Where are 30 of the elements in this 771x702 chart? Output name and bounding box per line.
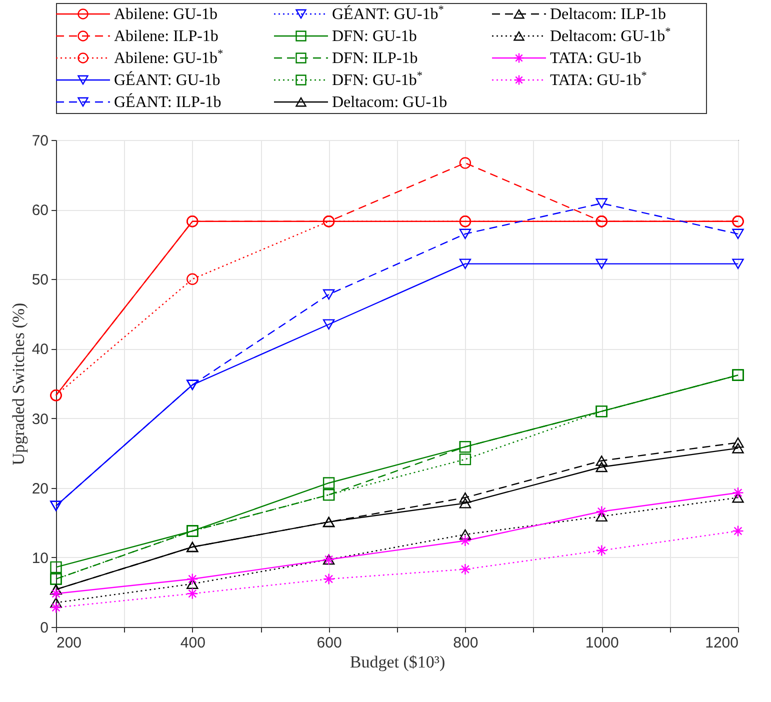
x-tick-label: 200 — [56, 634, 82, 652]
y-tick-label: 10 — [32, 550, 48, 567]
x-axis-title: Budget ($10³) — [350, 652, 446, 672]
y-tick-label: 40 — [32, 341, 48, 358]
y-axis-title: Upgraded Switches (%) — [8, 302, 28, 466]
y-tick-label: 0 — [40, 620, 48, 636]
y-tick-label: 50 — [32, 272, 48, 289]
legend-label: TATA: GU-1b — [550, 50, 642, 67]
legend-label: Deltacom: GU-1b — [332, 94, 448, 111]
x-tick-label: 600 — [316, 634, 342, 652]
legend-label: Abilene: ILP-1b — [114, 28, 218, 45]
y-tick-label: 30 — [32, 410, 48, 428]
x-tick-label: 1000 — [585, 634, 619, 652]
legend-label: Abilene: GU-1b — [114, 6, 218, 23]
legend-label: Deltacom: ILP-1b — [550, 6, 666, 23]
legend-label: GÉANT: GU-1b$^{*}$ — [332, 4, 444, 23]
legend-label: DFN: GU-1b — [332, 28, 417, 45]
x-tick-label: 1200 — [705, 634, 738, 652]
legend-label: TATA: GU-1b$^{*}$ — [550, 70, 648, 89]
legend-label: GÉANT: GU-1b — [114, 71, 220, 89]
x-tick-label: 800 — [453, 634, 478, 652]
legend-label: GÉANT: ILP-1b — [114, 93, 222, 111]
legend-label: Deltacom: GU-1b$^{*}$ — [550, 26, 672, 45]
y-tick-label: 60 — [32, 202, 48, 220]
x-tick-label: 400 — [180, 634, 206, 652]
legend-label: DFN: ILP-1b — [332, 50, 418, 67]
y-tick-label: 70 — [32, 132, 48, 150]
legend-label: Abilene: GU-1b$^{*}$ — [114, 48, 224, 67]
y-tick-label: 20 — [32, 480, 48, 498]
legend-label: DFN: GU-1b$^{*}$ — [332, 70, 423, 89]
